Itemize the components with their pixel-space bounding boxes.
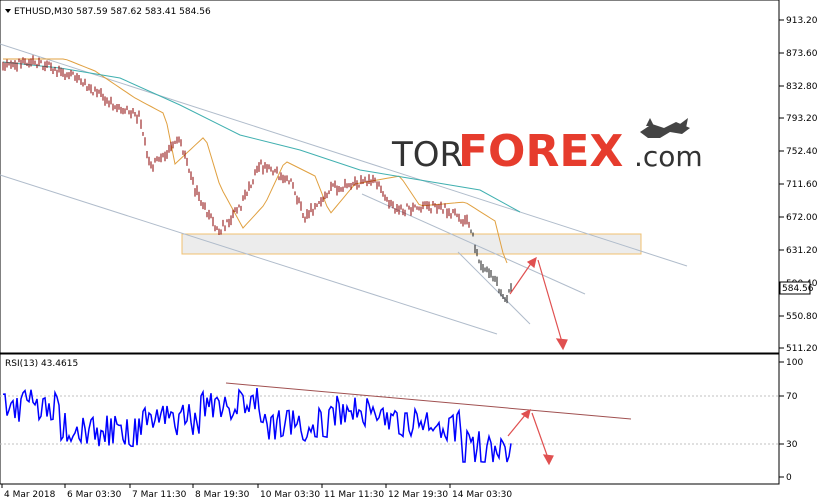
time-tick-label: 14 Mar 03:30 — [452, 490, 512, 500]
current-price-label: 584.56 — [782, 284, 814, 294]
main-chart-panel[interactable] — [0, 0, 780, 354]
price-tick: 832.80 — [779, 82, 818, 92]
time-tick: 4 Mar 2018 — [1, 484, 56, 500]
price-tick-label: 511.20 — [786, 344, 818, 354]
price-tick-label: 832.80 — [786, 82, 818, 92]
rsi-tick: 70 — [779, 392, 798, 402]
symbol-info-text: ETHUSD,M30 587.59 587.62 583.41 584.56 — [14, 7, 211, 17]
price-tick-label: 913.20 — [786, 16, 818, 26]
price-tick: 913.20 — [779, 16, 818, 26]
price-tick: 511.20 — [779, 344, 818, 354]
logo-tor: TOR — [391, 135, 463, 175]
current-price-marker: 584.56 — [779, 281, 814, 295]
price-axis[interactable]: 913.20 873.60 832.80 793.20 752.40 711.6… — [779, 16, 818, 354]
dropdown-triangle-icon[interactable] — [5, 9, 11, 13]
price-series — [2, 55, 512, 304]
time-tick: 7 Mar 11:30 — [129, 484, 187, 500]
time-axis[interactable]: 4 Mar 2018 6 Mar 03:30 7 Mar 11:30 8 Mar 19… — [1, 484, 512, 500]
price-tick-label: 672.00 — [786, 213, 818, 223]
price-tick-label: 793.20 — [786, 114, 818, 124]
rsi-tick: 30 — [779, 440, 798, 450]
price-tick: 873.60 — [779, 49, 818, 59]
price-tick: 752.40 — [779, 147, 818, 157]
rsi-tick-label: 30 — [786, 440, 798, 450]
ma-slow-line — [2, 61, 521, 213]
price-tick: 631.20 — [779, 246, 818, 256]
time-tick-label: 4 Mar 2018 — [4, 490, 56, 500]
logo-com: .com — [634, 140, 703, 173]
symbol-header: ETHUSD,M30 587.59 587.62 583.41 584.56 — [5, 7, 211, 17]
price-tick: 793.20 — [779, 114, 818, 124]
time-tick-label: 8 Mar 19:30 — [195, 490, 250, 500]
time-tick-label: 7 Mar 11:30 — [132, 490, 187, 500]
price-tick: 711.60 — [779, 180, 818, 190]
rsi-label: RSI(13) 43.4615 — [5, 359, 78, 369]
rsi-axis[interactable]: 100 70 30 0 — [779, 358, 803, 483]
rsi-panel[interactable] — [0, 353, 780, 485]
time-tick-label: 10 Mar 03:30 — [260, 490, 320, 500]
torforex-logo: TOR FOREX .com — [391, 118, 703, 177]
time-tick: 10 Mar 03:30 — [257, 484, 320, 500]
time-tick: 8 Mar 19:30 — [192, 484, 250, 500]
forecast-arrows — [509, 256, 568, 351]
time-tick: 11 Mar 11:30 — [321, 484, 384, 500]
time-tick-label: 11 Mar 11:30 — [324, 490, 384, 500]
logo-forex: FOREX — [458, 126, 623, 177]
price-tick: 672.00 — [779, 213, 818, 223]
time-tick: 14 Mar 03:30 — [449, 484, 512, 500]
price-tick-label: 550.80 — [786, 312, 818, 322]
rsi-tick-label: 0 — [786, 473, 792, 483]
rsi-tick-label: 100 — [786, 358, 803, 368]
rsi-series — [2, 388, 512, 463]
rsi-line — [2, 388, 512, 463]
rsi-tick-label: 70 — [786, 392, 798, 402]
rsi-forecast-arrows — [507, 408, 554, 466]
rsi-tick: 0 — [779, 473, 792, 483]
bull-bear-icon — [640, 118, 690, 138]
price-tick-label: 752.40 — [786, 147, 818, 157]
price-tick-label: 711.60 — [786, 180, 818, 190]
support-zone — [181, 233, 642, 255]
time-tick: 6 Mar 03:30 — [64, 484, 122, 500]
time-tick: 12 Mar 19:30 — [385, 484, 448, 500]
price-tick: 550.80 — [779, 312, 818, 322]
rsi-trend-line — [225, 382, 632, 420]
price-tick-label: 873.60 — [786, 49, 818, 59]
rsi-tick: 100 — [779, 358, 803, 368]
price-tick-label: 631.20 — [786, 246, 818, 256]
time-tick-label: 12 Mar 19:30 — [388, 490, 448, 500]
time-tick-label: 6 Mar 03:30 — [67, 490, 122, 500]
